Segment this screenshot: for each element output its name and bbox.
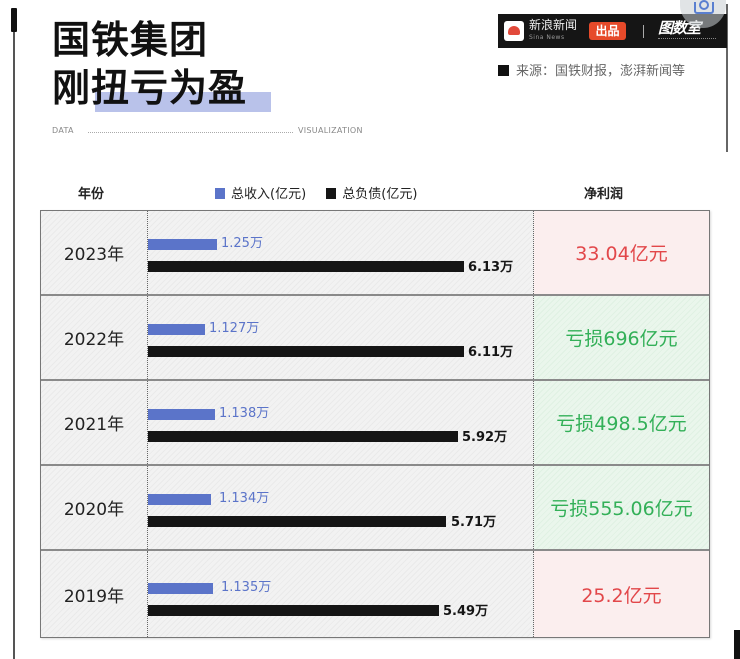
revenue-label: 1.134万 (219, 491, 270, 506)
right-edge-mark (734, 630, 740, 659)
debt-bar (148, 261, 464, 272)
column-divider (147, 211, 148, 294)
column-divider (147, 466, 148, 549)
revenue-label: 1.25万 (221, 236, 263, 251)
revenue-bar (148, 409, 215, 420)
table-row-2023: 2023年 1.25万 6.13万 33.04亿元 (41, 211, 709, 296)
debt-label: 6.11万 (468, 345, 514, 360)
column-divider (533, 551, 534, 637)
camera-icon (694, 2, 714, 14)
tagline-visualization: VISUALIZATION (298, 126, 363, 135)
title-highlight (95, 92, 271, 112)
tagline-dotted-rule (88, 132, 293, 133)
data-table: 2023年 1.25万 6.13万 33.04亿元 2022年 1.127万 6… (40, 210, 710, 638)
camera-lens-icon (699, 0, 709, 10)
debt-bar (148, 346, 464, 357)
year-cell: 2022年 (63, 330, 125, 350)
legend-label-debt: 总负债(亿元) (342, 187, 418, 202)
revenue-bar (148, 324, 205, 335)
table-row-2019: 2019年 1.135万 5.49万 25.2亿元 (41, 551, 709, 637)
column-divider (147, 551, 148, 637)
column-header-profit: 净利润 (584, 187, 624, 202)
sina-logo-icon (504, 21, 524, 41)
legend-swatch-debt (326, 188, 337, 199)
debt-label: 5.92万 (462, 430, 508, 445)
net-profit-cell: 33.04亿元 (534, 211, 709, 294)
debt-bar (148, 431, 458, 442)
banner-divider (643, 25, 644, 38)
produced-badge: 出品 (589, 22, 626, 40)
tagline-data: DATA (52, 126, 74, 135)
source-square-icon (498, 65, 509, 76)
column-divider (533, 211, 534, 294)
debt-label: 5.71万 (451, 515, 497, 530)
debt-bar (148, 605, 439, 616)
debt-label: 6.13万 (468, 260, 514, 275)
column-divider (533, 381, 534, 464)
debt-label: 5.49万 (443, 604, 489, 619)
source-note: 来源：国铁财报，澎湃新闻等 (498, 63, 685, 81)
chart-legend: 总收入(亿元) 总负债(亿元) (215, 186, 433, 204)
legend-item-debt: 总负债(亿元) (326, 187, 417, 202)
net-profit-cell: 亏损555.06亿元 (534, 466, 709, 549)
revenue-label: 1.135万 (221, 580, 272, 595)
title-line-2: 刚扭亏为盈 (52, 66, 247, 110)
column-divider (533, 296, 534, 379)
title-line-1: 国铁集团 (52, 18, 209, 62)
left-accent-rule (13, 8, 15, 659)
table-row-2021: 2021年 1.138万 5.92万 亏损498.5亿元 (41, 381, 709, 466)
data-visualization-tagline: DATA VISUALIZATION (52, 126, 372, 138)
publisher-name: 新浪新闻 (529, 18, 578, 32)
debt-bar (148, 516, 446, 527)
left-accent-cap (11, 8, 17, 32)
net-profit-cell: 25.2亿元 (534, 551, 709, 637)
column-header-year: 年份 (78, 187, 105, 202)
net-profit-cell: 亏损498.5亿元 (534, 381, 709, 464)
column-divider (147, 296, 148, 379)
legend-item-revenue: 总收入(亿元) (215, 187, 306, 202)
legend-label-revenue: 总收入(亿元) (231, 187, 307, 202)
right-accent-rule (726, 4, 728, 152)
revenue-bar (148, 239, 217, 250)
revenue-bar (148, 494, 211, 505)
net-profit-cell: 亏损696亿元 (534, 296, 709, 379)
title-line-2-prefix: 刚 (52, 66, 92, 110)
revenue-bar (148, 583, 213, 594)
revenue-label: 1.127万 (209, 321, 260, 336)
brand-logo-underline (658, 38, 716, 41)
column-divider (147, 381, 148, 464)
column-divider (533, 466, 534, 549)
publisher-subtitle: Sina News (529, 34, 565, 41)
year-cell: 2021年 (63, 415, 125, 435)
source-text: 来源：国铁财报，澎湃新闻等 (516, 64, 686, 79)
table-row-2020: 2020年 1.134万 5.71万 亏损555.06亿元 (41, 466, 709, 551)
table-row-2022: 2022年 1.127万 6.11万 亏损696亿元 (41, 296, 709, 381)
year-cell: 2019年 (63, 586, 125, 607)
revenue-label: 1.138万 (219, 406, 270, 421)
year-cell: 2023年 (63, 245, 125, 265)
legend-swatch-revenue (215, 188, 225, 199)
title-line-2-highlight-text: 扭亏为盈 (91, 66, 248, 110)
year-cell: 2020年 (63, 500, 125, 520)
